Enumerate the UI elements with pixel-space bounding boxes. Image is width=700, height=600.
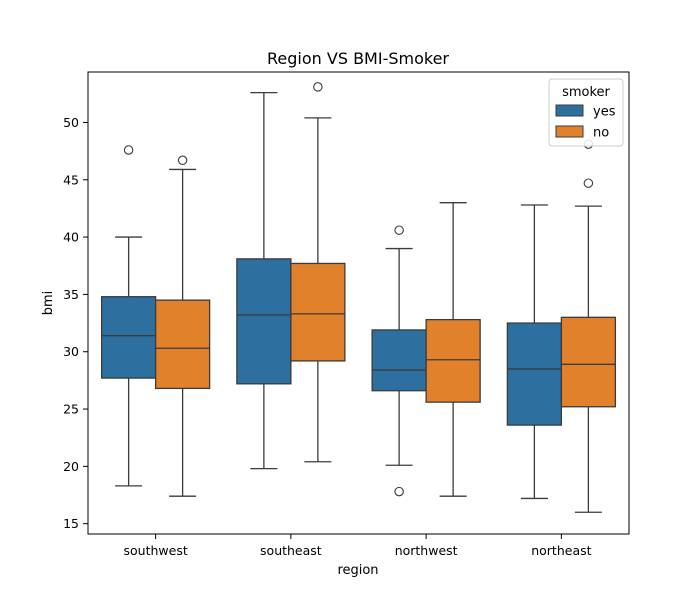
box-yes	[236, 258, 292, 385]
box-group-no-northeast	[560, 139, 617, 513]
x-tick-label: northwest	[395, 543, 458, 558]
outlier-point	[394, 225, 404, 235]
box-group-yes-northeast	[506, 204, 563, 500]
box-group-no-southeast	[290, 82, 346, 463]
x-tick-label: northeast	[531, 543, 591, 558]
x-tick-label: southwest	[124, 543, 188, 558]
box-group-no-northwest	[425, 202, 481, 497]
outlier-point	[394, 486, 404, 497]
legend-label-yes: yes	[593, 105, 616, 120]
y-tick-label: 30	[63, 344, 79, 359]
y-axis: 15 20 25 30 35 40 45 50	[63, 115, 88, 531]
plot-area	[100, 82, 617, 513]
chart-title: Region VS BMI-Smoker	[267, 49, 449, 68]
y-tick-label: 15	[63, 516, 79, 531]
box-no	[290, 262, 346, 362]
box-group-no-southwest	[154, 155, 211, 497]
x-axis: southwest southeast northwest northeast	[124, 534, 592, 558]
box-group-yes-southwest	[100, 145, 157, 487]
box-group-yes-northwest	[371, 225, 427, 497]
box-yes	[506, 322, 563, 426]
box-no	[560, 316, 617, 408]
outlier-point	[123, 145, 134, 155]
y-tick-label: 20	[63, 459, 79, 474]
x-tick-label: southeast	[260, 543, 322, 558]
plot-frame	[87, 71, 630, 535]
legend-title: smoker	[562, 85, 610, 100]
outlier-point	[313, 82, 323, 92]
y-axis-label: bmi	[41, 291, 56, 316]
box-yes	[371, 329, 427, 392]
box-no	[154, 299, 211, 390]
legend: smoker yes no	[548, 78, 624, 147]
legend-swatch-no	[555, 125, 584, 138]
box-group-yes-southeast	[236, 91, 292, 470]
legend-swatch-yes	[555, 104, 584, 117]
outlier-point	[583, 178, 594, 188]
box-no	[425, 318, 481, 403]
y-tick-label: 50	[63, 115, 79, 130]
outlier-point	[177, 155, 188, 166]
x-axis-label: region	[337, 563, 378, 578]
legend-label-no: no	[593, 126, 609, 141]
y-tick-label: 35	[63, 287, 79, 302]
y-tick-label: 25	[63, 402, 79, 417]
y-tick-label: 40	[63, 230, 79, 245]
box-yes	[100, 296, 157, 379]
y-tick-label: 45	[63, 172, 79, 187]
